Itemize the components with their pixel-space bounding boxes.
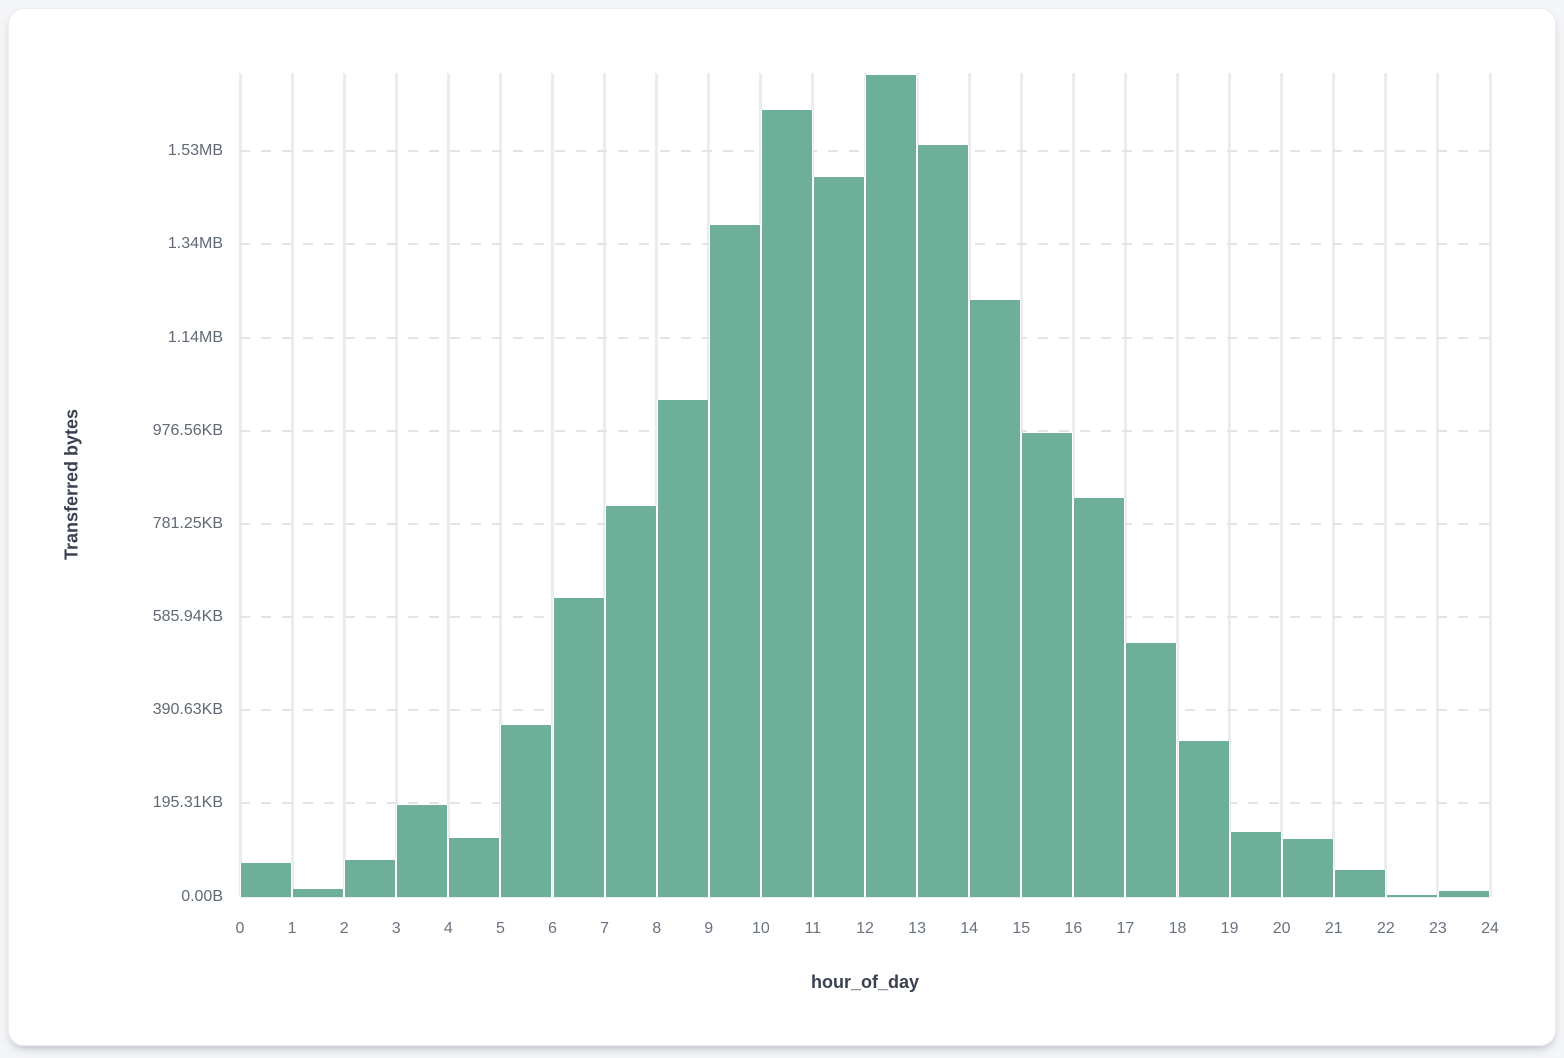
- x-tick-label: 6: [548, 920, 557, 937]
- histogram-bar-hour-21[interactable]: [1333, 869, 1386, 897]
- chart-card: 0.00B 195.31KB 390.63KB 585.94KB 781.25KB 976…: [8, 8, 1556, 1046]
- x-tick-label: 19: [1220, 920, 1239, 937]
- x-tick-label: 2: [339, 920, 349, 937]
- x-tick-label: 17: [1116, 920, 1135, 937]
- histogram-bar-hour-20[interactable]: [1281, 838, 1334, 897]
- y-tick-label: 195.31KB: [152, 794, 223, 812]
- histogram-bar-hour-0[interactable]: [240, 862, 293, 897]
- vertical-gridline: [551, 73, 554, 897]
- vertical-gridline: [1071, 73, 1075, 897]
- y-tick-label: 1.34MB: [167, 235, 223, 253]
- histogram-bar-hour-5[interactable]: [500, 725, 553, 897]
- y-tick-label: 781.25KB: [152, 514, 223, 532]
- vertical-gridline: [1176, 73, 1179, 897]
- x-tick-label: 20: [1272, 920, 1291, 937]
- vertical-gridline: [603, 73, 607, 897]
- x-axis-title: hour_of_day: [810, 972, 920, 992]
- histogram-bar-hour-17[interactable]: [1125, 643, 1178, 897]
- vertical-gridline: [1123, 73, 1127, 897]
- vertical-gridline: [1488, 73, 1492, 897]
- y-axis-title: Transferred bytes: [61, 408, 82, 561]
- x-tick-label: 4: [443, 920, 453, 937]
- x-tick-label: 24: [1481, 920, 1499, 937]
- histogram-bar-hour-14[interactable]: [969, 299, 1022, 897]
- x-axis-baseline: [240, 896, 1490, 898]
- histogram-bar-hour-22[interactable]: [1385, 894, 1438, 897]
- y-tick-label: 1.14MB: [167, 328, 223, 346]
- histogram-bar-hour-19[interactable]: [1229, 831, 1282, 897]
- y-tick-label: 1.53MB: [167, 142, 223, 160]
- y-tick-label: 390.63KB: [152, 701, 223, 719]
- y-tick-label: 976.56KB: [152, 421, 223, 439]
- histogram-bar-hour-2[interactable]: [344, 859, 397, 897]
- histogram-bar-hour-13[interactable]: [917, 145, 970, 897]
- x-tick-label: 10: [751, 920, 770, 937]
- histogram-bar-hour-8[interactable]: [656, 399, 709, 897]
- vertical-gridline: [342, 73, 346, 897]
- vertical-gridline: [394, 73, 398, 897]
- histogram-bar-hour-16[interactable]: [1073, 498, 1126, 897]
- y-tick-label: 585.94KB: [152, 608, 223, 626]
- histogram-bar-hour-6[interactable]: [552, 598, 605, 897]
- plot-area: [238, 73, 1492, 898]
- x-tick-label: 5: [495, 920, 505, 937]
- x-tick-label: 23: [1429, 920, 1447, 937]
- x-tick-label: 14: [960, 920, 979, 937]
- vertical-gridline: [1228, 73, 1232, 897]
- vertical-gridline: [238, 73, 242, 897]
- x-tick-label: 11: [804, 920, 822, 937]
- histogram-bar-hour-3[interactable]: [396, 804, 449, 897]
- histogram-bar-hour-12[interactable]: [865, 74, 918, 897]
- histogram-bar-hour-9[interactable]: [708, 225, 761, 897]
- x-tick-label: 9: [704, 920, 714, 937]
- vertical-gridline: [1280, 73, 1284, 897]
- x-tick-label: 21: [1324, 920, 1343, 937]
- vertical-gridline: [1436, 73, 1440, 897]
- x-tick-label: 8: [652, 920, 662, 937]
- x-tick-label: 3: [391, 920, 401, 937]
- x-tick-label: 1: [287, 920, 297, 937]
- y-tick-label: 0.00B: [181, 887, 223, 905]
- vertical-gridline: [446, 73, 450, 897]
- histogram-bar-hour-18[interactable]: [1177, 740, 1230, 897]
- x-tick-label: 15: [1012, 920, 1031, 937]
- vertical-gridline: [290, 73, 294, 897]
- histogram-bar-hour-11[interactable]: [812, 176, 865, 897]
- x-tick-label: 18: [1168, 920, 1187, 937]
- histogram-bar-hour-23[interactable]: [1437, 890, 1490, 897]
- histogram-bar-hour-1[interactable]: [292, 888, 345, 897]
- vertical-gridline: [1332, 73, 1336, 897]
- vertical-gridline: [1384, 73, 1388, 897]
- histogram-bar-hour-4[interactable]: [448, 837, 501, 897]
- x-tick-label: 13: [908, 920, 926, 937]
- histogram-bar-hour-7[interactable]: [604, 506, 657, 897]
- histogram-bar-hour-15[interactable]: [1021, 432, 1074, 897]
- vertical-gridline: [498, 73, 502, 897]
- x-tick-label: 16: [1064, 920, 1083, 937]
- x-tick-label: 22: [1376, 920, 1395, 937]
- x-tick-label: 12: [856, 920, 874, 937]
- x-tick-label: 0: [235, 920, 245, 937]
- x-tick-label: 7: [600, 920, 610, 937]
- histogram-bar-hour-10[interactable]: [760, 110, 813, 897]
